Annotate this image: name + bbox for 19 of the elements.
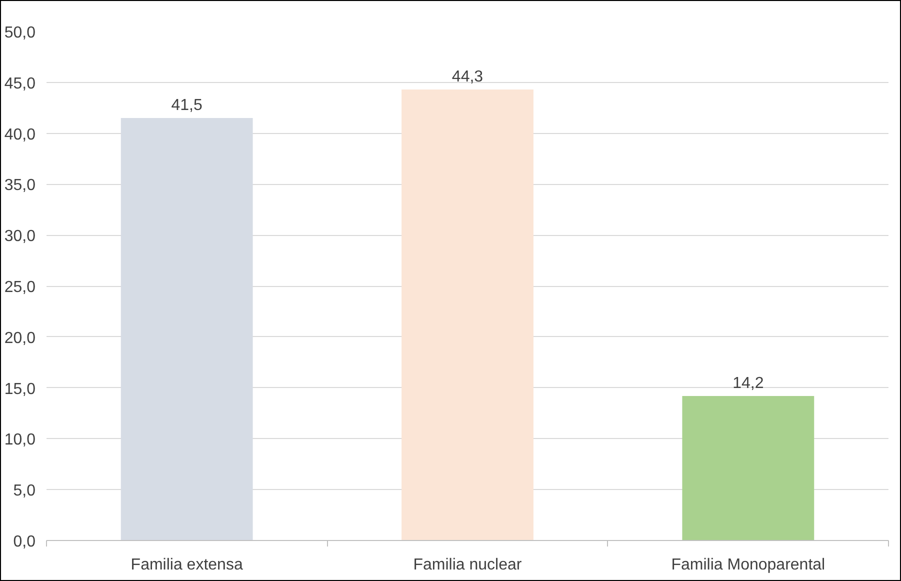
- y-tick-label: 0,0: [13, 534, 36, 550]
- y-tick-label: 50,0: [4, 24, 36, 42]
- y-tick-label: 15,0: [4, 380, 36, 398]
- data-label: 44,3: [452, 68, 484, 86]
- x-tick-label: Familia nuclear: [413, 556, 522, 574]
- x-tick-label: Familia Monoparental: [671, 556, 826, 574]
- y-tick-label: 35,0: [4, 177, 36, 194]
- data-label: 14,2: [732, 374, 764, 392]
- bar: [402, 90, 534, 540]
- y-tick-label: 45,0: [4, 75, 36, 92]
- y-tick-label: 30,0: [4, 228, 36, 246]
- y-tick-label: 5,0: [13, 482, 36, 500]
- x-tick-label: Familia extensa: [130, 556, 243, 574]
- y-tick-label: 40,0: [4, 126, 36, 144]
- y-tick-label: 20,0: [4, 330, 36, 347]
- y-tick-label: 10,0: [4, 432, 36, 449]
- y-tick-label: 25,0: [4, 279, 36, 296]
- bar: [682, 396, 814, 540]
- data-label: 41,5: [171, 97, 203, 114]
